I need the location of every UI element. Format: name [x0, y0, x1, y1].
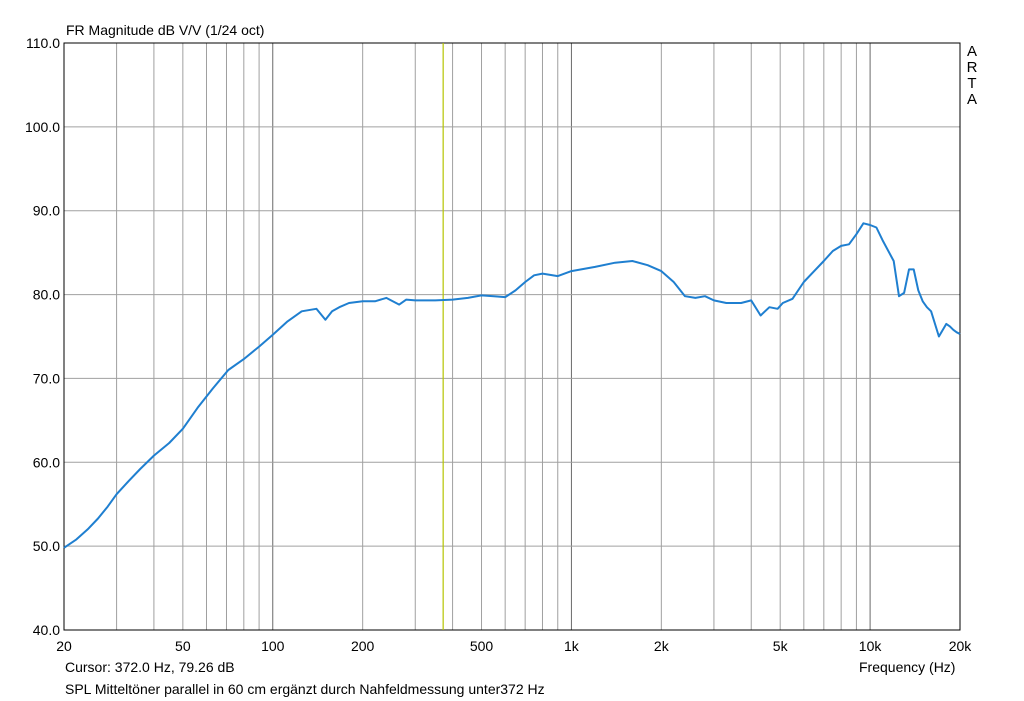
measurement-note: SPL Mitteltöner parallel in 60 cm ergänz… — [65, 681, 545, 697]
y-tick-label: 80.0 — [33, 287, 60, 303]
arta-letter: A — [966, 91, 977, 108]
y-tick-label: 100.0 — [25, 119, 60, 135]
x-tick-label: 20k — [949, 638, 973, 654]
x-tick-label: 50 — [175, 638, 191, 654]
x-tick-label: 10k — [859, 638, 883, 654]
x-tick-label: 500 — [470, 638, 494, 654]
series-group — [63, 222, 961, 549]
x-tick-label: 200 — [351, 638, 375, 654]
y-tick-label: 60.0 — [33, 454, 60, 470]
arta-letter: T — [967, 75, 977, 92]
arta-letter: R — [966, 59, 978, 76]
x-tick-label: 100 — [261, 638, 285, 654]
y-tick-label: 110.0 — [26, 35, 60, 51]
x-tick-label: 1k — [564, 638, 580, 654]
plot-area — [64, 43, 960, 630]
x-tick-label: 20 — [56, 638, 72, 654]
chart-title: FR Magnitude dB V/V (1/24 oct) — [66, 22, 265, 38]
arta-letter: A — [966, 43, 977, 60]
cursor-readout: Cursor: 372.0 Hz, 79.26 dB — [65, 659, 235, 675]
y-tick-label: 90.0 — [33, 203, 60, 219]
x-tick-label: 5k — [773, 638, 789, 654]
x-tick-labels: 20 50 100 200 500 1k 2k 5k 10k 20k — [56, 638, 972, 654]
y-tick-label: 40.0 — [33, 622, 60, 638]
y-tick-label: 70.0 — [33, 370, 60, 386]
x-tick-label: 2k — [654, 638, 670, 654]
plot-frame — [63, 42, 961, 631]
grid — [64, 43, 960, 630]
y-tick-labels: 40.0 50.0 60.0 70.0 80.0 90.0 100.0 110.0 — [25, 35, 60, 638]
x-axis-label: Frequency (Hz) — [859, 659, 956, 675]
y-tick-label: 50.0 — [33, 538, 60, 554]
series-line — [63, 222, 961, 549]
